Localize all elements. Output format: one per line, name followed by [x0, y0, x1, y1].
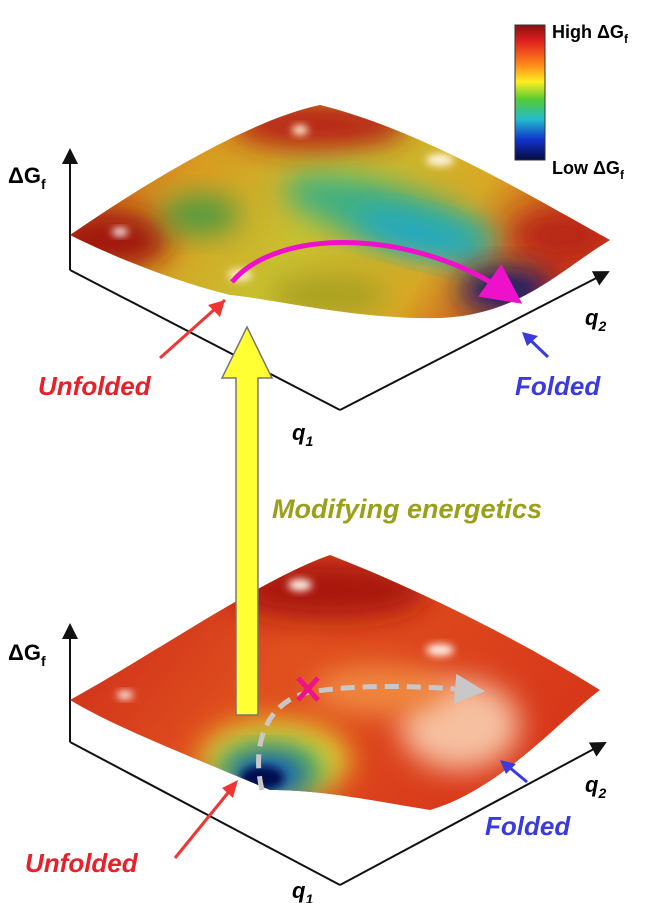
text: ΔG: [8, 163, 41, 188]
text: ΔG: [8, 640, 41, 665]
folded-label: Folded: [515, 371, 601, 401]
q2-axis-label: q2: [585, 305, 606, 334]
transition-label: Modifying energetics: [272, 494, 542, 524]
text: 2: [597, 785, 606, 801]
colorbar-high: High ΔGf: [552, 22, 629, 46]
text: f: [41, 653, 46, 669]
page: {"colorbar": {"high": {"text": "High ΔG"…: [0, 0, 666, 903]
text: q: [585, 772, 599, 797]
q1-axis-label: q1: [292, 420, 313, 449]
text: q: [585, 305, 599, 330]
text: q: [292, 878, 306, 903]
text: f: [624, 32, 629, 46]
folded-label: Folded: [485, 811, 571, 841]
colorbar-low: Low ΔGf: [552, 158, 625, 182]
unfolded-label: Unfolded: [38, 371, 152, 401]
colorbar: [515, 25, 545, 160]
q1-axis-label: q1: [292, 878, 313, 903]
text: 2: [597, 318, 606, 334]
text: f: [620, 168, 625, 182]
unfolded-arrow: [175, 783, 236, 858]
text: 1: [305, 891, 313, 903]
q2-axis-label: q2: [585, 772, 606, 801]
text: f: [41, 176, 46, 192]
energy-axis-label: ΔGf: [8, 640, 46, 669]
text: Low ΔG: [552, 158, 620, 178]
energy-axis-label: ΔGf: [8, 163, 46, 192]
bottom-surface: [60, 545, 610, 815]
diagram: High ΔGf Low ΔGf: [0, 0, 666, 903]
text: q: [292, 420, 306, 445]
text: High ΔG: [552, 22, 624, 42]
unfolded-label: Unfolded: [25, 848, 139, 878]
text: 1: [305, 433, 313, 449]
